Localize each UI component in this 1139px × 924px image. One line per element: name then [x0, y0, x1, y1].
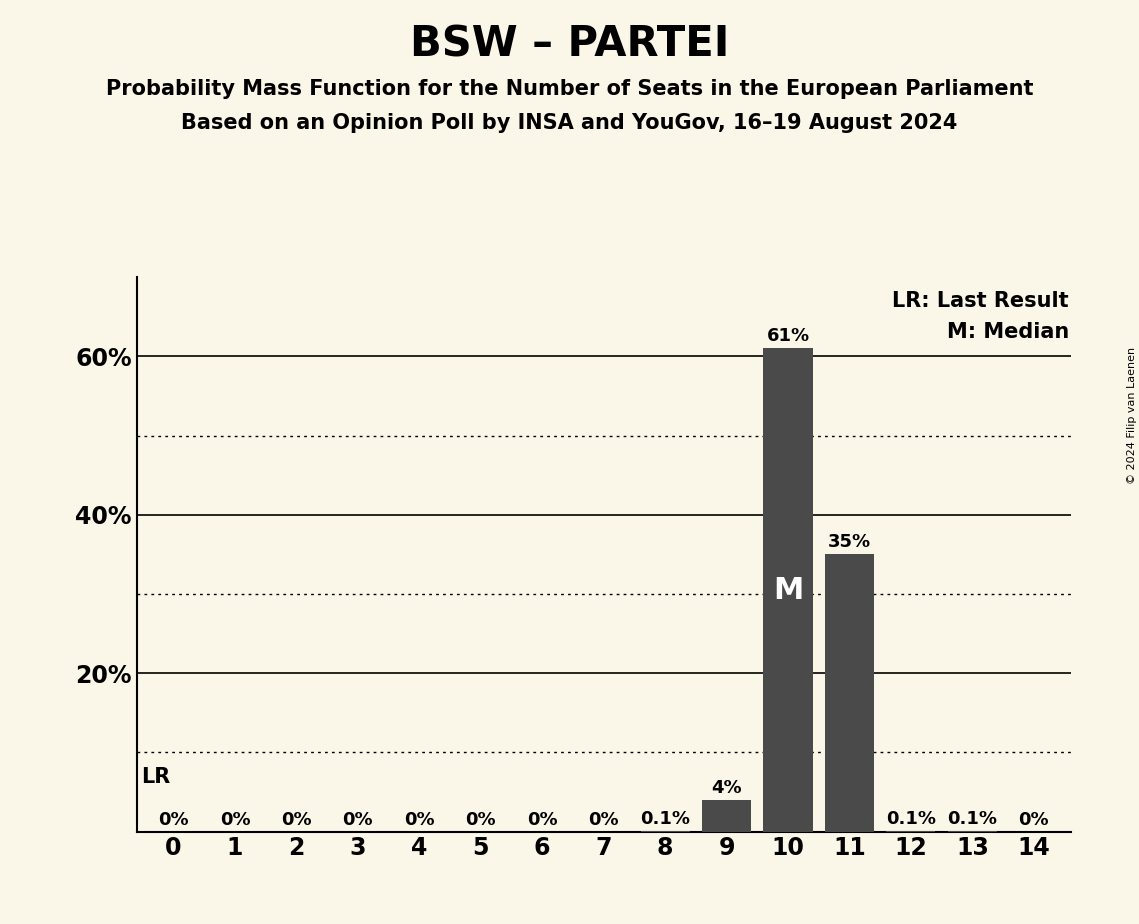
Bar — [763, 348, 812, 832]
Text: 0%: 0% — [158, 811, 189, 829]
Bar — [702, 800, 751, 832]
Text: 0%: 0% — [404, 811, 435, 829]
Text: 35%: 35% — [828, 533, 871, 552]
Text: 0.1%: 0.1% — [948, 810, 998, 829]
Text: LR: Last Result: LR: Last Result — [892, 291, 1068, 311]
Text: 0%: 0% — [466, 811, 497, 829]
Text: BSW – PARTEI: BSW – PARTEI — [410, 23, 729, 65]
Text: 0%: 0% — [589, 811, 618, 829]
Text: LR: LR — [141, 767, 171, 787]
Text: 61%: 61% — [767, 327, 810, 346]
Text: 0%: 0% — [343, 811, 374, 829]
Text: M: M — [773, 576, 803, 604]
Text: 0.1%: 0.1% — [640, 810, 690, 829]
Text: Based on an Opinion Poll by INSA and YouGov, 16–19 August 2024: Based on an Opinion Poll by INSA and You… — [181, 113, 958, 133]
Text: © 2024 Filip van Laenen: © 2024 Filip van Laenen — [1126, 347, 1137, 484]
Text: 0%: 0% — [220, 811, 251, 829]
Text: 4%: 4% — [711, 779, 741, 796]
Text: 0.1%: 0.1% — [886, 810, 936, 829]
Text: 0%: 0% — [1018, 811, 1049, 829]
Text: M: Median: M: Median — [947, 322, 1068, 342]
Text: Probability Mass Function for the Number of Seats in the European Parliament: Probability Mass Function for the Number… — [106, 79, 1033, 99]
Text: 0%: 0% — [281, 811, 312, 829]
Bar — [825, 554, 874, 832]
Text: 0%: 0% — [527, 811, 557, 829]
